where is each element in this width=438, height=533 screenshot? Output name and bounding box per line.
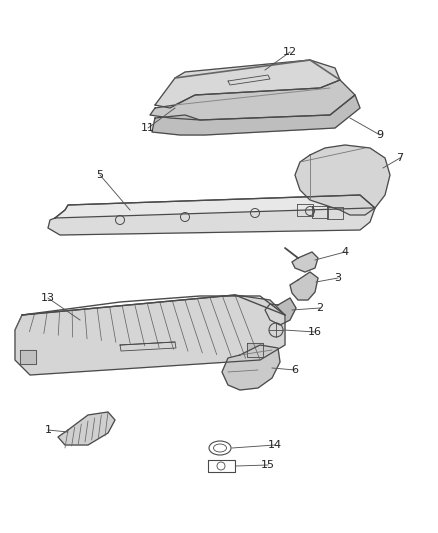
Polygon shape bbox=[48, 195, 375, 235]
Polygon shape bbox=[150, 80, 355, 120]
Text: 9: 9 bbox=[376, 130, 384, 140]
Polygon shape bbox=[222, 345, 280, 390]
Text: 2: 2 bbox=[316, 303, 324, 313]
Text: 3: 3 bbox=[335, 273, 342, 283]
Text: 5: 5 bbox=[96, 170, 103, 180]
Text: 4: 4 bbox=[342, 247, 349, 257]
Polygon shape bbox=[58, 412, 115, 445]
Text: 14: 14 bbox=[268, 440, 282, 450]
Polygon shape bbox=[152, 95, 360, 135]
Text: 6: 6 bbox=[292, 365, 299, 375]
Polygon shape bbox=[155, 60, 340, 108]
Text: 12: 12 bbox=[283, 47, 297, 57]
Polygon shape bbox=[290, 272, 318, 300]
Text: 16: 16 bbox=[308, 327, 322, 337]
Polygon shape bbox=[292, 252, 318, 272]
Text: 13: 13 bbox=[41, 293, 55, 303]
Text: 1: 1 bbox=[45, 425, 52, 435]
Text: 7: 7 bbox=[396, 153, 403, 163]
Polygon shape bbox=[20, 350, 36, 364]
Polygon shape bbox=[55, 195, 375, 218]
Polygon shape bbox=[247, 343, 263, 357]
Polygon shape bbox=[265, 298, 296, 325]
Polygon shape bbox=[15, 295, 285, 375]
Text: 11: 11 bbox=[141, 123, 155, 133]
Text: 15: 15 bbox=[261, 460, 275, 470]
Polygon shape bbox=[295, 145, 390, 215]
